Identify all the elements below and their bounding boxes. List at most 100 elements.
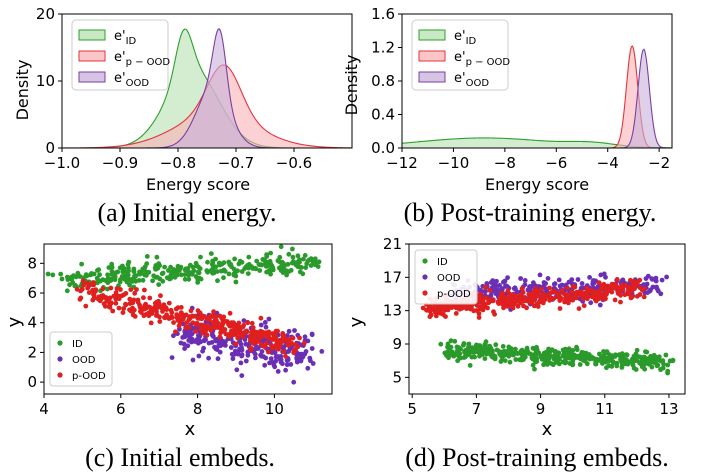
- c-point-id: [142, 264, 148, 270]
- c-point-p-ood: [100, 286, 106, 292]
- d-point-ood: [655, 288, 661, 294]
- c-point-id: [303, 265, 309, 270]
- d-point-id: [475, 349, 481, 355]
- c-ytick-label: 6: [27, 284, 37, 302]
- b-xtick-label: −10: [438, 154, 470, 172]
- c-point-p-ood: [231, 320, 236, 326]
- c-point-id: [109, 264, 115, 270]
- d-point-id: [610, 360, 616, 366]
- panel-d: 5 7 9 11 13 5 9 13 17 21 ID OOD p-OOD (d) Post-train…: [346, 235, 686, 472]
- d-xtick-label: 11: [595, 400, 614, 418]
- c-point-id: [246, 254, 252, 260]
- c-point-ood: [218, 343, 224, 349]
- c-ytick-label: 2: [27, 343, 37, 361]
- c-point-p-ood: [250, 325, 256, 330]
- d-point-id: [444, 353, 449, 358]
- d-ytick-label: 13: [383, 302, 402, 320]
- c-point-id: [215, 278, 220, 284]
- d-point-id: [513, 357, 519, 362]
- d-point-id: [577, 362, 583, 367]
- d-xtick-label: 5: [407, 400, 417, 418]
- d-point-id: [529, 355, 535, 361]
- panel-b-ylabel: Density: [342, 55, 361, 116]
- c-point-id: [213, 264, 219, 270]
- c-point-ood: [252, 351, 258, 357]
- a-ytick-label: 0: [45, 139, 55, 157]
- b-ytick-label: 1.2: [371, 39, 395, 57]
- d-point-p-ood: [602, 290, 607, 296]
- c-point-id: [182, 267, 188, 273]
- c-point-ood: [283, 367, 288, 373]
- d-point-ood: [484, 281, 490, 286]
- c-point-p-ood: [190, 320, 196, 326]
- c-point-ood: [169, 355, 175, 360]
- a-xtick-label: −0.9: [102, 154, 138, 172]
- c-point-p-ood: [175, 318, 181, 323]
- d-point-id: [523, 350, 528, 356]
- d-point-p-ood: [483, 284, 488, 290]
- d-point-p-ood: [612, 297, 618, 303]
- d-point-p-ood: [614, 277, 620, 282]
- c-point-id: [140, 277, 146, 283]
- c-point-ood: [241, 318, 247, 323]
- c-point-p-ood: [100, 293, 106, 298]
- d-point-id: [654, 362, 660, 368]
- c-point-ood: [285, 349, 291, 354]
- c-xtick-label: 4: [39, 400, 49, 418]
- c-point-p-ood: [193, 329, 199, 334]
- d-point-p-ood: [508, 301, 514, 306]
- c-point-p-ood: [235, 335, 241, 341]
- c-point-id: [245, 271, 251, 276]
- d-point-p-ood: [524, 305, 529, 311]
- d-point-ood: [588, 300, 594, 306]
- d-point-id: [506, 353, 512, 359]
- c-point-id: [267, 258, 273, 264]
- d-point-p-ood: [603, 296, 608, 302]
- c-ytick-label: 4: [27, 314, 37, 332]
- c-point-p-ood: [197, 310, 203, 316]
- c-point-p-ood: [81, 282, 86, 288]
- d-ytick-label: 5: [392, 368, 402, 386]
- c-point-id: [182, 276, 188, 282]
- c-point-id: [233, 279, 239, 285]
- d-point-id: [580, 357, 586, 363]
- d-point-ood: [566, 279, 572, 285]
- c-point-ood: [178, 340, 184, 346]
- d-point-p-ood: [435, 305, 441, 311]
- c-point-p-ood: [117, 293, 123, 299]
- c-point-id: [124, 276, 130, 281]
- d-point-p-ood: [618, 299, 623, 305]
- d-point-ood: [488, 280, 494, 285]
- c-point-p-ood: [285, 337, 290, 343]
- d-point-id: [633, 367, 639, 372]
- d-point-ood: [645, 273, 651, 279]
- c-point-p-ood: [285, 342, 291, 348]
- c-point-p-ood: [248, 333, 253, 339]
- d-point-id: [494, 347, 500, 353]
- d-point-ood: [497, 283, 502, 288]
- d-point-ood: [579, 281, 585, 286]
- c-point-ood: [278, 357, 284, 363]
- c-point-p-ood: [83, 303, 89, 309]
- d-point-p-ood: [563, 295, 569, 301]
- b-ytick-label: 1.6: [371, 5, 395, 23]
- d-point-id: [541, 355, 547, 361]
- c-point-p-ood: [130, 305, 135, 311]
- c-point-ood: [238, 360, 244, 366]
- d-point-id: [455, 358, 460, 364]
- c-point-id: [311, 257, 317, 263]
- d-point-id: [641, 354, 647, 360]
- b-legend-sub-2: OOD: [466, 78, 490, 89]
- panel-d-plot: 5 7 9 11 13 5 9 13 17 21 ID OOD p-OOD: [383, 235, 686, 418]
- b-xtick-label: −6: [545, 154, 567, 172]
- c-point-id: [167, 276, 173, 282]
- d-point-p-ood: [535, 304, 541, 309]
- c-point-id: [136, 278, 142, 283]
- c-point-p-ood: [141, 295, 146, 301]
- c-point-p-ood: [123, 291, 129, 296]
- d-point-id: [546, 346, 551, 352]
- d-point-id: [470, 346, 475, 351]
- c-point-p-ood: [236, 325, 242, 331]
- d-point-p-ood: [487, 288, 493, 293]
- c-frame: [43, 243, 333, 395]
